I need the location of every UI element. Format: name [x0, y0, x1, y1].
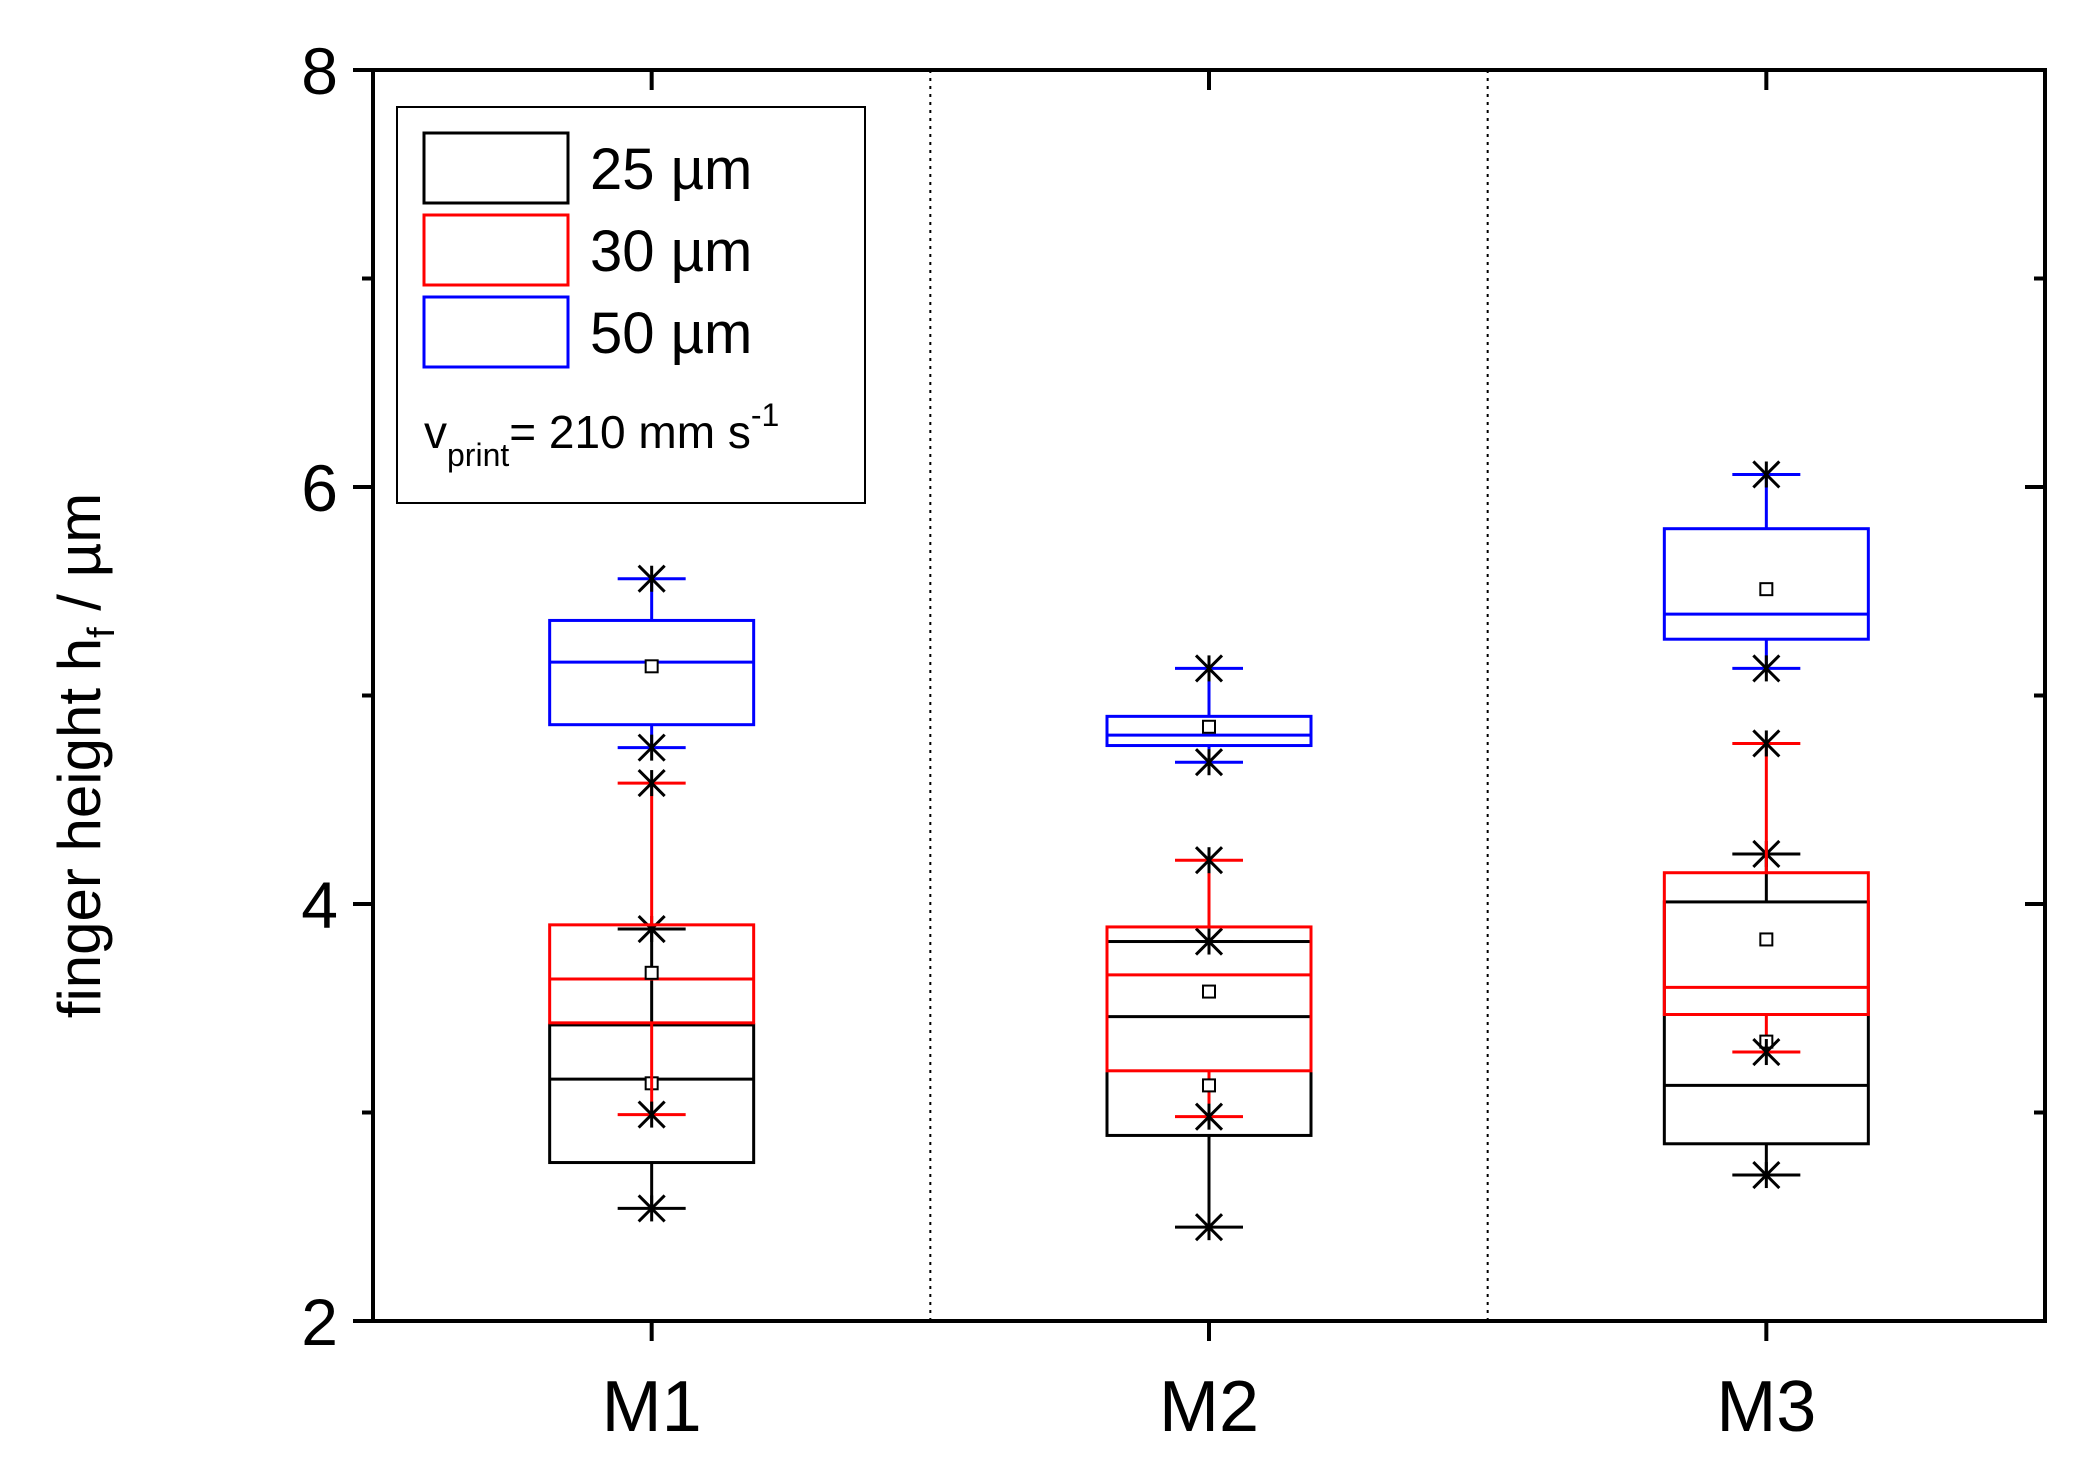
- legend-label: 30 µm: [590, 219, 752, 284]
- legend-swatch: [422, 295, 570, 369]
- box-plot: [1105, 846, 1313, 1131]
- box-plot: [1105, 654, 1313, 777]
- y-tick-label: 6: [301, 451, 338, 525]
- axes-group: 2 4 6 8 M1 M2 M3: [301, 34, 2045, 1447]
- mean-marker: [1202, 719, 1216, 734]
- legend-swatch: [422, 213, 570, 287]
- x-tick-label: M1: [602, 1367, 702, 1447]
- box-series-group: [548, 460, 1870, 1242]
- print-speed-symbol: v: [424, 406, 447, 458]
- box-iqr: [1105, 925, 1313, 1073]
- legend-label: 25 µm: [590, 137, 752, 202]
- x-tick-label: M2: [1159, 1367, 1259, 1447]
- print-speed-superscript: -1: [751, 397, 779, 433]
- mean-marker: [1202, 1078, 1216, 1093]
- legend-print-speed: vprint= 210 mm s-1: [424, 397, 779, 473]
- box-iqr: [1662, 900, 1870, 1146]
- legend: 25 µm 30 µm 50 µm vprint= 210 mm s-1: [396, 106, 866, 504]
- box-iqr: [548, 923, 756, 1025]
- box-plot: [1662, 729, 1870, 1067]
- y-tick-label: 2: [301, 1285, 338, 1359]
- box-iqr: [1662, 527, 1870, 641]
- mean-marker: [644, 965, 659, 980]
- y-axis-label: finger height hf / µm: [46, 493, 123, 1018]
- box-plot: [548, 769, 756, 1129]
- box-iqr: [548, 618, 756, 727]
- legend-label: 50 µm: [590, 301, 752, 366]
- box-iqr: [1662, 871, 1870, 1017]
- legend-swatch: [422, 131, 570, 205]
- mean-marker: [1759, 582, 1774, 597]
- y-tick-label: 8: [301, 34, 338, 108]
- y-axis-label-subscript: f: [81, 627, 123, 638]
- y-axis-label-main: finger height h: [46, 638, 113, 1018]
- mean-marker: [1759, 932, 1774, 947]
- box-plot: [1662, 460, 1870, 683]
- box-series: [548, 729, 1870, 1131]
- box-series: [548, 460, 1870, 777]
- legend-frame: [396, 106, 866, 504]
- y-axis-label-unit: / µm: [46, 493, 113, 628]
- box-plot: [548, 564, 756, 762]
- x-tick-label: M3: [1716, 1367, 1816, 1447]
- y-tick-label: 4: [301, 868, 338, 942]
- category-separators: [929, 70, 1489, 1321]
- mean-marker: [644, 659, 659, 674]
- print-speed-value: = 210 mm s: [509, 406, 751, 458]
- print-speed-subscript: print: [447, 437, 509, 473]
- box-iqr: [1105, 714, 1313, 748]
- y-axis-label-text: finger height hf / µm: [46, 493, 123, 1018]
- mean-marker: [1202, 984, 1216, 999]
